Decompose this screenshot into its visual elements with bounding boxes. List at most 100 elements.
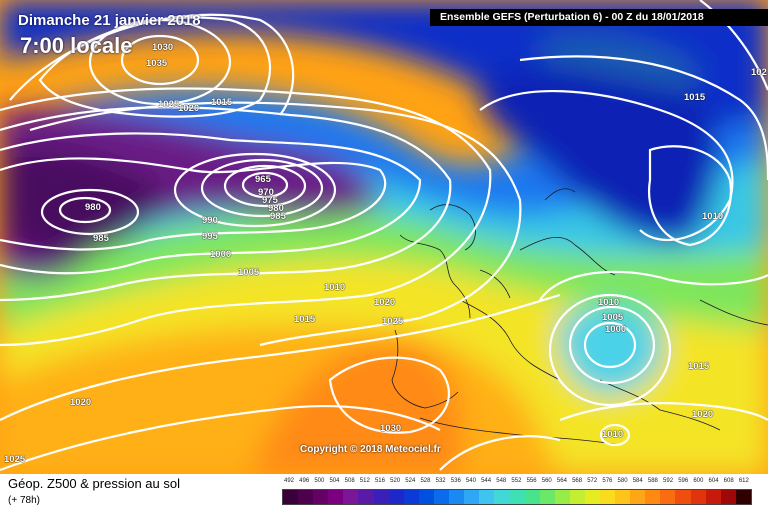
geopotential-field [0,0,768,474]
isobar-label: 985 [270,211,286,222]
isobar-label: 1025 [382,316,404,327]
legend-swatch [358,490,374,504]
isobar-label: 1020 [178,103,200,114]
legend-label: 564 [556,478,567,484]
legend-label: 576 [602,478,613,484]
map-title: Géop. Z500 & pression au sol [8,476,180,491]
legend-label: 584 [632,478,643,484]
isobar-label: 990 [202,215,218,226]
legend-label: 604 [708,478,719,484]
legend-label: 508 [344,478,355,484]
legend-swatch [599,490,616,504]
legend-swatch [328,490,344,504]
legend-label: 520 [390,478,401,484]
isobar-label: 1020 [692,409,714,420]
legend-label: 552 [511,478,522,484]
legend-label: 500 [314,478,325,484]
weather-map: Dimanche 21 janvier 2018 7:00 locale Ens… [0,0,768,474]
legend-swatch [418,490,434,504]
legend-label: 524 [405,478,416,484]
legend-label: 544 [481,478,492,484]
isobar-label: 985 [93,233,109,244]
legend-swatch [313,490,329,504]
isobar-label: 102 [751,67,767,78]
legend-label: 600 [693,478,704,484]
legend-swatch [464,490,480,504]
coastlines [391,188,768,446]
legend-swatch [630,490,646,504]
isobar-label: 1000 [210,249,232,260]
legend-label: 592 [663,478,674,484]
legend-label: 556 [526,478,537,484]
legend-label: 580 [617,478,628,484]
legend-swatch [388,490,404,504]
isobar-label: 1035 [146,58,168,69]
legend-label: 516 [374,478,385,484]
legend-label: 532 [435,478,446,484]
legend-label: 608 [723,478,734,484]
legend-swatch [615,490,631,504]
isobar-label: 1005 [602,312,624,323]
forecast-date: Dimanche 21 janvier 2018 [18,12,201,29]
map-footer: Géop. Z500 & pression au sol (+ 78h) 492… [0,474,768,512]
isobar-label: 1010 [324,282,346,293]
legend-swatch [645,490,661,504]
run-info-box: Ensemble GEFS (Perturbation 6) - 00 Z du… [430,9,768,26]
isobar-label: 1015 [294,314,316,325]
isobar-label: 1020 [374,297,396,308]
forecast-range: (+ 78h) [8,495,40,506]
isobar-label: 970 [258,187,274,198]
forecast-time: 7:00 locale [20,33,133,58]
legend-label: 596 [678,478,689,484]
legend-label: 536 [450,478,461,484]
legend-label: 512 [359,478,370,484]
color-legend [282,489,752,505]
legend-label: 540 [465,478,476,484]
isobars [0,0,768,472]
legend-label: 568 [572,478,583,484]
isobar-label: 1025 [4,454,26,465]
legend-swatch [283,490,299,504]
legend-swatch [433,490,450,504]
legend-label: 572 [587,478,598,484]
legend-swatch [373,490,389,504]
legend-swatch [705,490,721,504]
legend-swatch [479,490,495,504]
isobar-label: 1015 [211,97,233,108]
legend-swatch [569,490,585,504]
legend-label: 504 [329,478,340,484]
legend-swatch [403,490,419,504]
legend-swatch [675,490,691,504]
legend-swatch [720,490,736,504]
legend-label: 560 [541,478,552,484]
isobar-label: 1010 [598,297,620,308]
isobar-label: 975 [262,195,278,206]
legend-label: 548 [496,478,507,484]
isobar-label: 1010 [702,211,724,222]
legend-swatch [298,490,314,504]
isobar-label: 965 [255,174,271,185]
isobar-label: 1000 [605,324,627,335]
isobar-label: 980 [268,203,284,214]
legend-label: 528 [420,478,431,484]
legend-swatch [584,490,600,504]
isobar-label: 1010 [602,429,624,440]
legend-swatch [509,490,525,504]
isobar-label: 1025 [158,99,180,110]
legend-label: 496 [299,478,310,484]
legend-swatch [539,490,555,504]
isobar-label: 1030 [152,42,174,53]
legend-swatch [524,490,540,504]
isobar-label: 1015 [684,92,706,103]
legend-swatch [660,490,676,504]
legend-label: 492 [284,478,295,484]
isobar-label: 1015 [688,361,710,372]
legend-scale-labels: 492 496 500 504 508 512 516 520 524 528 532 536 540 5… [282,478,752,488]
isobar-label: 1030 [380,423,402,434]
legend-label: 612 [738,478,749,484]
legend-label: 588 [647,478,658,484]
isobar-label: 1020 [70,397,92,408]
legend-swatch [690,490,706,504]
legend-swatch [494,490,510,504]
isobar-label: 980 [85,202,101,213]
